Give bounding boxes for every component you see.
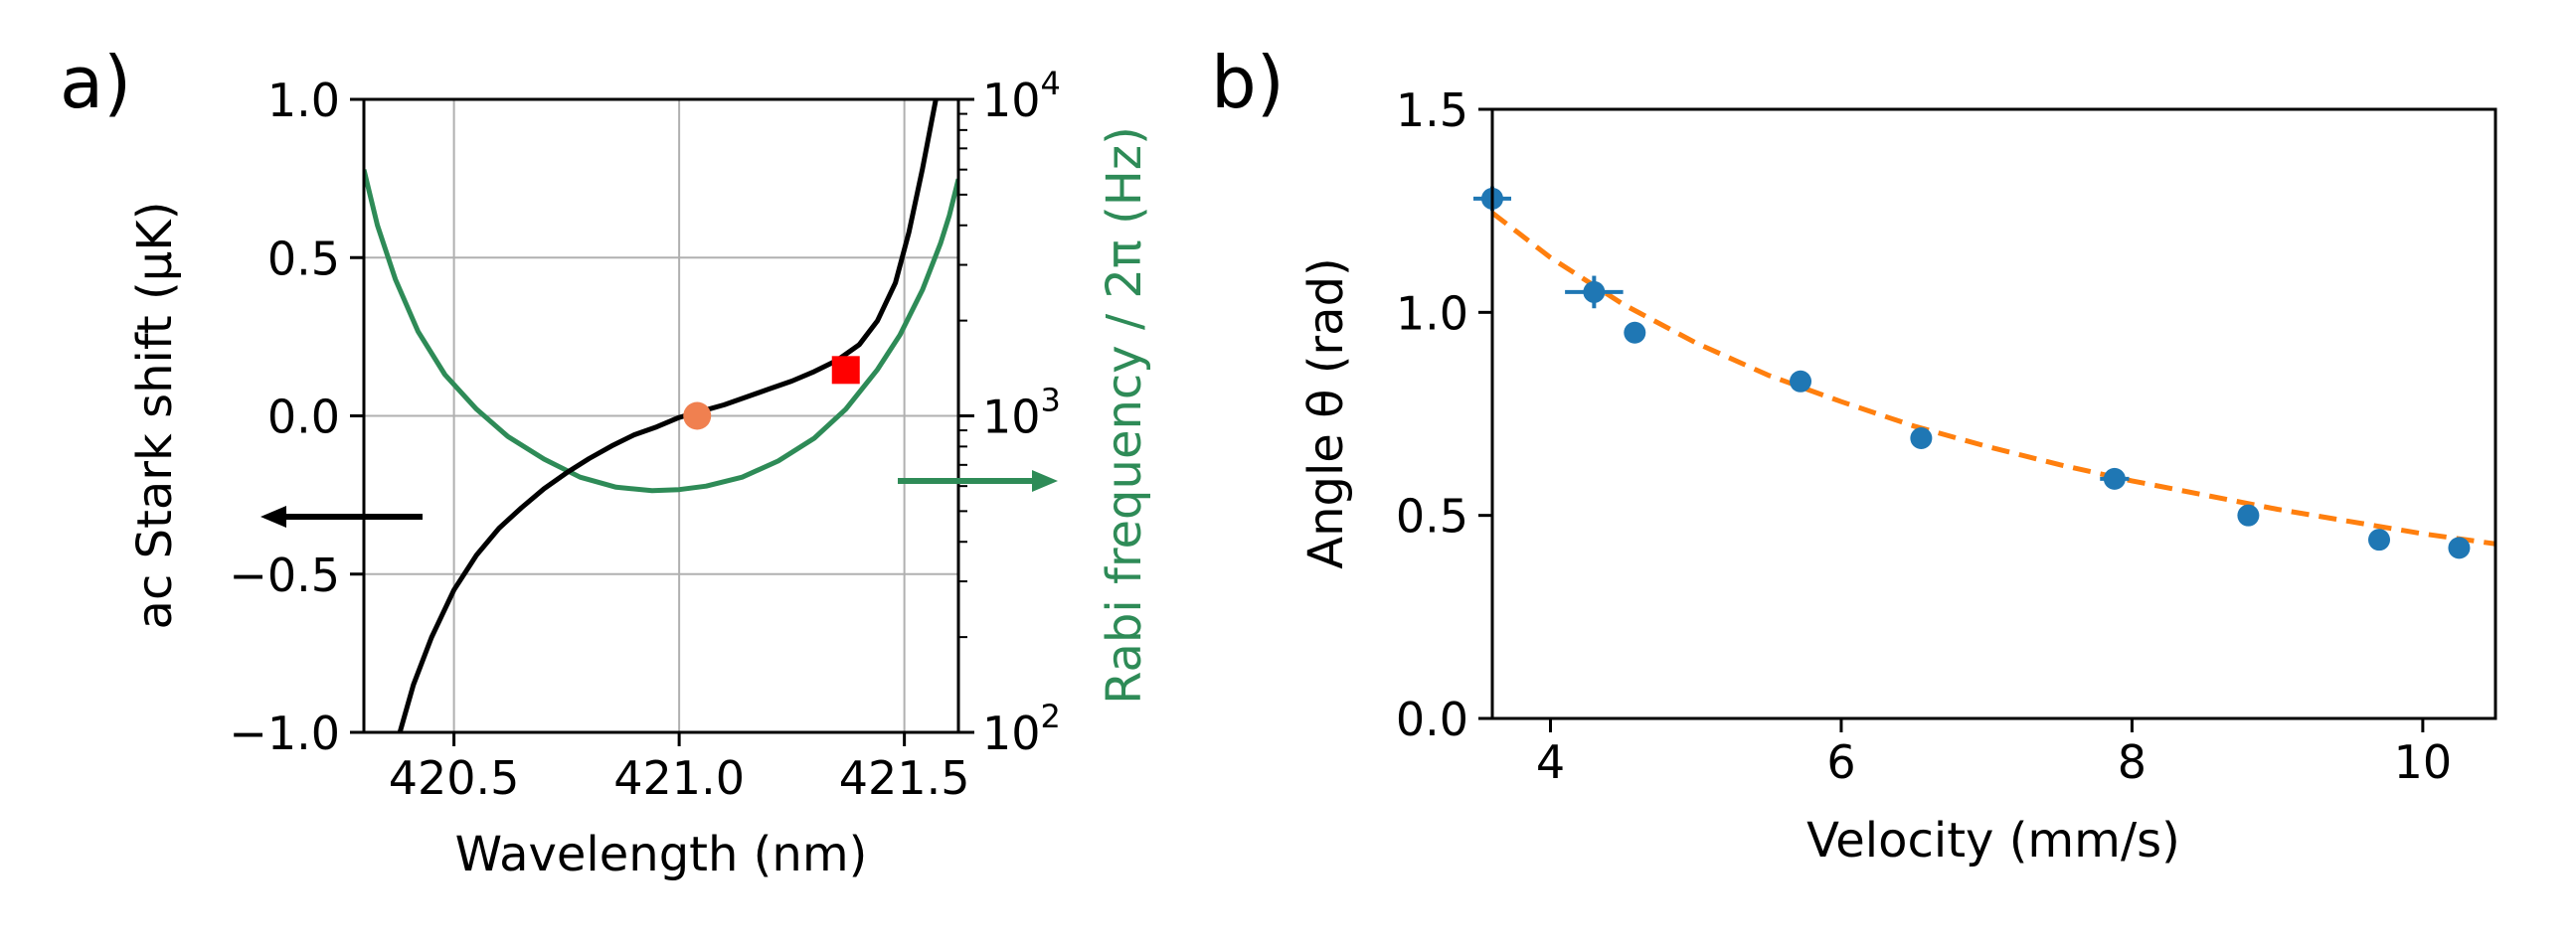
panel-a-right-y-axis-title: Rabi frequency / 2π (Hz) (1097, 126, 1152, 705)
x-tick-label-421.5: 421.5 (839, 751, 970, 805)
panel-a-left-y-axis-title: ac Stark shift (μK) (127, 202, 183, 630)
b-x-tick-label-8: 8 (2118, 735, 2147, 789)
panel-a-grid (364, 98, 958, 733)
ac-stark-shift-line (397, 99, 939, 732)
panel-a-markers (683, 356, 860, 430)
data-point-marker (1790, 370, 1812, 393)
left-y-tick-label-0: −1.0 (229, 707, 340, 760)
right-y-tick-exponent: 4 (1041, 65, 1061, 102)
left-y-tick-label-2: 0.0 (267, 391, 340, 444)
data-point-2 (1624, 321, 1646, 344)
right-y-tick-exponent: 2 (1041, 698, 1061, 735)
panel-b-label: b) (1211, 41, 1285, 124)
right-y-tick-label-1: 103 (982, 382, 1061, 444)
panel-b-y-axis-title: Angle θ (rad) (1298, 257, 1354, 569)
left-y-tick-label-3: 0.5 (267, 232, 340, 285)
data-point-8 (2448, 537, 2471, 559)
rabi-frequency-line (364, 169, 958, 494)
b-y-tick-label-0.0: 0.0 (1396, 693, 1468, 746)
data-point-marker (1910, 427, 1933, 450)
b-x-tick-label-4: 4 (1536, 735, 1565, 789)
data-point-5 (2100, 467, 2130, 490)
left-y-tick-label-4: 1.0 (267, 74, 340, 127)
data-point-marker (2448, 537, 2471, 559)
panel-b-fit-layer (1492, 211, 2495, 547)
panel-a-label: a) (60, 41, 131, 124)
panel-b: b) 4 6 8 10 0.0 0.5 1.0 1.5 Velocity (mm/s) An… (1211, 41, 2497, 868)
panel-a: a) 420.5 421.0 421.5 −1.0−0.50.00.51.0 102… (60, 41, 1152, 882)
panel-a-rabi-layer (364, 169, 958, 494)
operating-point-circle (683, 401, 712, 430)
b-y-tick-label-0.5: 0.5 (1396, 490, 1468, 544)
data-point-marker (2237, 504, 2260, 527)
x-tick-label-420.5: 420.5 (389, 751, 520, 805)
data-point-4 (1910, 427, 1933, 450)
data-point-6 (2237, 504, 2260, 527)
x-tick-label-421.0: 421.0 (613, 751, 745, 805)
right-y-tick-base: 10 (982, 707, 1041, 760)
panel-a-left-y-ticks: −1.0 −0.5 0.0 0.5 1.0 (229, 74, 364, 760)
right-y-tick-label-2: 104 (982, 65, 1061, 127)
data-point-marker (1624, 321, 1646, 344)
data-point-1 (1565, 275, 1624, 309)
panel-a-stark-layer (397, 99, 939, 732)
panel-b-points-layer (1472, 186, 2471, 559)
b-y-tick-label-1.5: 1.5 (1396, 83, 1468, 137)
panel-b-y-ticks: 0.0 0.5 1.0 1.5 (1396, 83, 1492, 746)
right-axis-arrow (898, 470, 1058, 492)
right-y-tick-exponent: 3 (1041, 382, 1061, 419)
right-y-tick-label-0: 102 (982, 698, 1061, 760)
b-y-tick-label-1.0: 1.0 (1396, 286, 1468, 340)
panel-b-x-axis-title: Velocity (mm/s) (1806, 813, 2180, 868)
panel-a-x-ticks: 420.5 421.0 421.5 (389, 732, 970, 805)
data-point-7 (2368, 529, 2391, 552)
right-axis-arrow-head (1032, 470, 1058, 492)
data-point-marker (2103, 467, 2126, 490)
data-point-marker (1583, 280, 1606, 303)
left-y-tick-label-1: −0.5 (229, 549, 340, 602)
panel-a-x-axis-title: Wavelength (nm) (455, 827, 868, 882)
right-y-tick-base: 10 (982, 74, 1041, 127)
panel-b-x-ticks: 4 6 8 10 (1536, 718, 2452, 789)
left-axis-arrow (260, 506, 423, 528)
data-point-marker (2368, 529, 2391, 552)
b-x-tick-label-10: 10 (2394, 735, 2453, 789)
data-point-3 (1790, 370, 1812, 393)
b-x-tick-label-6: 6 (1826, 735, 1855, 789)
operating-point-square (831, 356, 860, 385)
left-axis-arrow-head (260, 506, 286, 528)
fit-dashed-line (1492, 211, 2495, 547)
panel-b-frame (1490, 107, 2497, 720)
right-y-tick-base: 10 (982, 391, 1041, 444)
